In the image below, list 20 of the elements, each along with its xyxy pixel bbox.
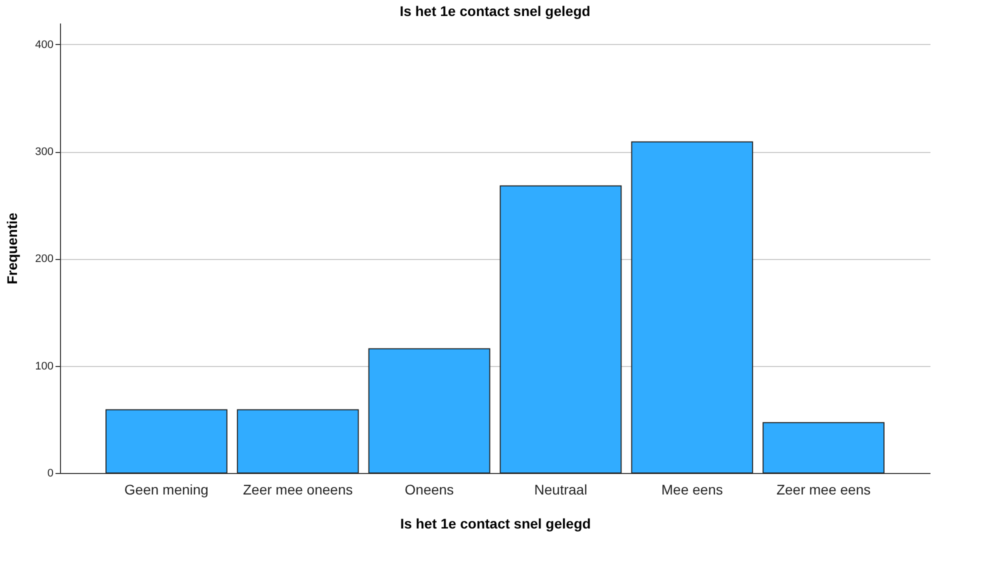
y-tick-label: 300 (35, 146, 54, 158)
x-axis-title: Is het 1e contact snel gelegd (400, 516, 591, 532)
chart-title: Is het 1e contact snel gelegd (400, 3, 590, 19)
x-tick-label: Oneens (404, 482, 454, 498)
x-tick-label: Mee eens (661, 482, 723, 498)
x-tick-label: Zeer mee oneens (243, 482, 353, 498)
bar (762, 422, 885, 474)
bar (631, 141, 754, 474)
bar (236, 409, 359, 474)
y-tick-label: 200 (35, 253, 54, 266)
bar (368, 348, 490, 474)
y-axis-title: Frequentie (4, 212, 20, 284)
bar (500, 185, 622, 474)
x-tick-label: Geen mening (124, 482, 208, 498)
y-tick-label: 400 (35, 38, 54, 51)
x-tick-label: Zeer mee eens (776, 482, 871, 498)
bar (105, 409, 228, 474)
y-tick-label: 0 (47, 468, 54, 480)
x-tick-label: Neutraal (534, 482, 588, 498)
y-tick-label: 100 (35, 360, 54, 372)
